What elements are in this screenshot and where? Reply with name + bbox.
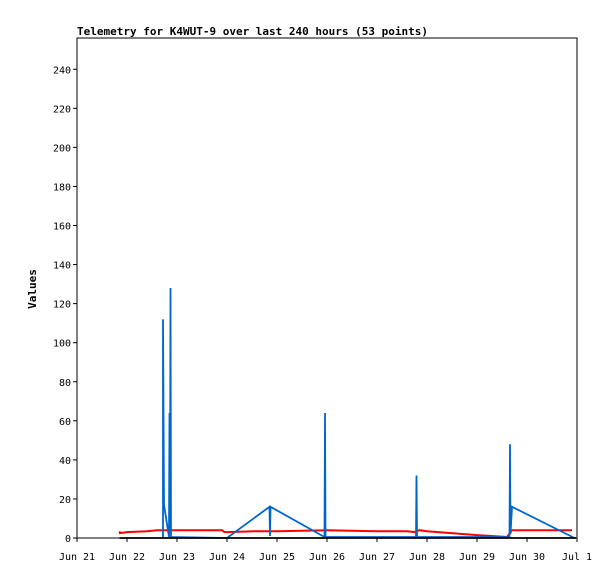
y-tick-label: 0 (65, 534, 71, 545)
y-tick-label: 100 (53, 339, 71, 350)
y-tick-label: 20 (59, 495, 71, 506)
y-tick-label: 120 (53, 300, 71, 311)
plot-frame (76, 37, 578, 539)
series-layer (118, 287, 576, 539)
x-tick-label: Jun 30 (509, 552, 545, 563)
y-tick-label: 160 (53, 222, 71, 233)
y-tick-label: 80 (59, 378, 71, 389)
x-tick-label: Jun 23 (159, 552, 195, 563)
y-axis-label: Values (26, 269, 39, 309)
y-tick-label: 40 (59, 456, 71, 467)
x-tick-label: Jun 26 (309, 552, 345, 563)
y-tick-label: 180 (53, 182, 71, 193)
y-tick-label: 200 (53, 143, 71, 154)
x-tick-label: Jun 28 (409, 552, 445, 563)
y-tick-label: 220 (53, 104, 71, 115)
series-line-1 (118, 529, 572, 539)
x-tick-label: Jun 27 (359, 552, 395, 563)
chart-title: Telemetry for K4WUT-9 over last 240 hour… (77, 25, 428, 38)
x-axis: Jun 21 Jun 22 Jun 23 Jun 24 Jun 25 Jun 26 Jun … (59, 538, 592, 563)
x-tick-label: Jun 22 (109, 552, 145, 563)
x-tick-label: Jun 29 (459, 552, 495, 563)
x-tick-label: Jun 21 (59, 552, 95, 563)
x-tick-label: Jun 25 (259, 552, 295, 563)
series-line-2 (162, 287, 575, 539)
x-tick-label: Jun 24 (209, 552, 245, 563)
y-tick-label: 240 (53, 65, 71, 76)
y-axis: 0 20 40 60 80 100 120 140 160 180 200 220 240 (53, 65, 77, 545)
x-tick-label: Jul 1 (562, 552, 592, 563)
y-tick-label: 60 (59, 417, 71, 428)
y-tick-label: 140 (53, 261, 71, 272)
